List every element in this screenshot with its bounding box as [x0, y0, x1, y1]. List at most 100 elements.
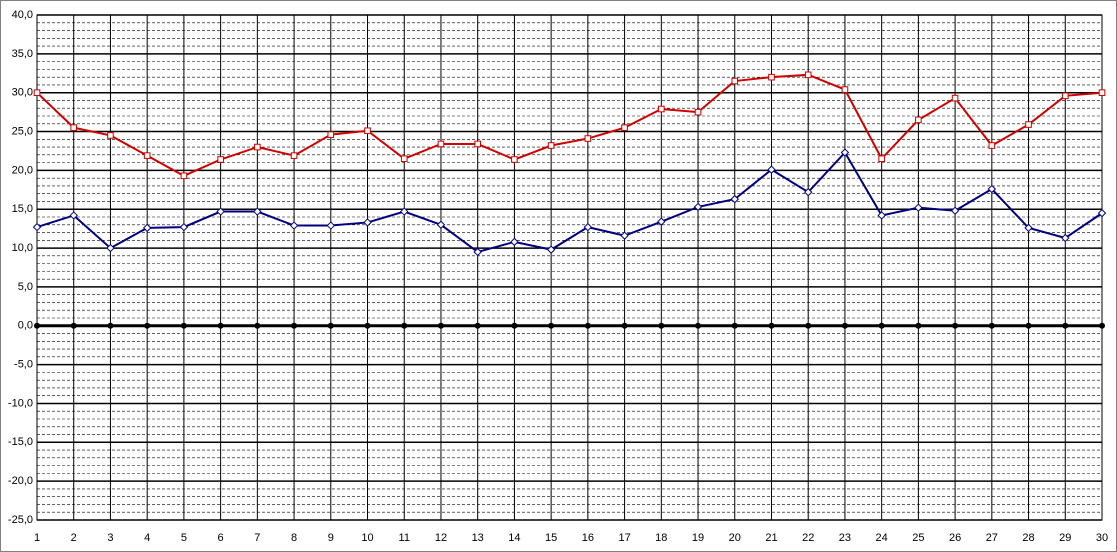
point-marker [254, 143, 261, 151]
point-marker [32, 222, 42, 232]
zero-dot [1099, 322, 1105, 329]
point-marker [840, 148, 850, 157]
x-tick-label: 28 [1022, 532, 1034, 544]
y-tick-label: 40,0 [12, 9, 33, 21]
point-marker [584, 135, 592, 142]
point-marker [1024, 223, 1033, 233]
point-marker [583, 222, 593, 232]
point-marker [143, 152, 151, 159]
point-marker [106, 243, 115, 253]
point-marker [988, 142, 996, 149]
y-tick-label: 20,0 [12, 164, 33, 176]
x-tick-label: 8 [291, 532, 297, 544]
point-marker [253, 207, 262, 216]
point-marker [768, 73, 775, 81]
y-tick-label: -5,0 [14, 359, 33, 371]
point-marker [363, 218, 372, 227]
point-marker [915, 116, 922, 124]
y-tick-label: 5,0 [18, 281, 33, 293]
zero-dot [511, 322, 518, 329]
x-tick-label: 10 [361, 532, 373, 544]
point-marker [804, 71, 812, 79]
y-tick-label: 25,0 [12, 125, 33, 137]
point-marker [216, 207, 225, 216]
x-tick-label: 7 [254, 532, 260, 544]
zero-dot [695, 322, 702, 329]
zero-dot [401, 322, 408, 329]
point-marker [620, 231, 629, 240]
point-marker [657, 217, 666, 226]
x-tick-label: 3 [107, 532, 113, 544]
x-tick-label: 6 [218, 532, 224, 544]
x-tick-label: 17 [618, 532, 630, 544]
point-marker [1098, 89, 1106, 96]
point-marker [437, 140, 445, 148]
x-tick-label: 13 [472, 532, 484, 544]
zero-dot [621, 322, 628, 329]
y-tick-label: -25,0 [8, 514, 33, 526]
point-marker [107, 132, 114, 139]
zero-dot [1025, 322, 1032, 329]
y-tick-label: 15,0 [12, 203, 33, 215]
x-tick-label: 9 [328, 532, 334, 544]
x-tick-label: 29 [1059, 532, 1071, 544]
point-marker [841, 86, 849, 93]
zero-dot [254, 322, 261, 329]
point-marker [473, 247, 482, 257]
point-marker [70, 124, 78, 131]
y-tick-label: 10,0 [12, 242, 33, 254]
zero-dot [364, 322, 371, 329]
zero-dot [327, 322, 334, 329]
point-marker [950, 206, 960, 215]
point-marker [803, 187, 813, 197]
zero-dot [584, 322, 591, 329]
point-marker [179, 222, 189, 232]
point-marker [510, 237, 519, 247]
point-marker [474, 140, 481, 148]
point-marker [878, 155, 885, 163]
plot-area [36, 14, 1103, 521]
point-marker [400, 207, 409, 216]
x-tick-label: 14 [508, 532, 520, 544]
zero-dot [437, 322, 444, 329]
x-tick-label: 25 [912, 532, 924, 544]
zero-dot [107, 322, 114, 329]
x-tick-label: 27 [986, 532, 998, 544]
point-marker [289, 221, 299, 230]
zero-dot [1062, 322, 1069, 329]
point-marker [511, 156, 518, 163]
point-marker [400, 155, 408, 163]
zero-dot [731, 322, 738, 329]
zero-dot [70, 322, 77, 329]
y-tick-label: -10,0 [8, 397, 33, 409]
point-marker [987, 184, 997, 194]
x-tick-label: 5 [181, 532, 187, 544]
point-marker [142, 223, 152, 233]
point-marker [1061, 92, 1069, 100]
x-tick-label: 19 [692, 532, 704, 544]
zero-dot [180, 322, 187, 329]
x-tick-label: 1 [34, 532, 40, 544]
point-marker [1097, 208, 1107, 218]
x-tick-label: 20 [729, 532, 741, 544]
zero-dot [805, 322, 812, 329]
point-marker [1061, 233, 1070, 243]
y-tick-label: 30,0 [12, 87, 33, 99]
point-marker [693, 202, 703, 212]
point-marker [547, 142, 555, 149]
point-marker [327, 131, 335, 138]
point-marker [69, 211, 78, 220]
point-marker [436, 220, 446, 229]
zero-dot [474, 322, 481, 329]
x-tick-label: 18 [655, 532, 667, 544]
point-marker [694, 108, 702, 116]
point-marker [217, 156, 224, 163]
point-marker [621, 124, 628, 131]
series-line [36, 73, 1103, 177]
series-line [36, 150, 1103, 254]
zero-dot [144, 322, 151, 329]
zero-dot [952, 322, 959, 329]
x-tick-label: 4 [144, 532, 150, 544]
point-marker [364, 127, 371, 135]
point-marker [730, 194, 739, 204]
